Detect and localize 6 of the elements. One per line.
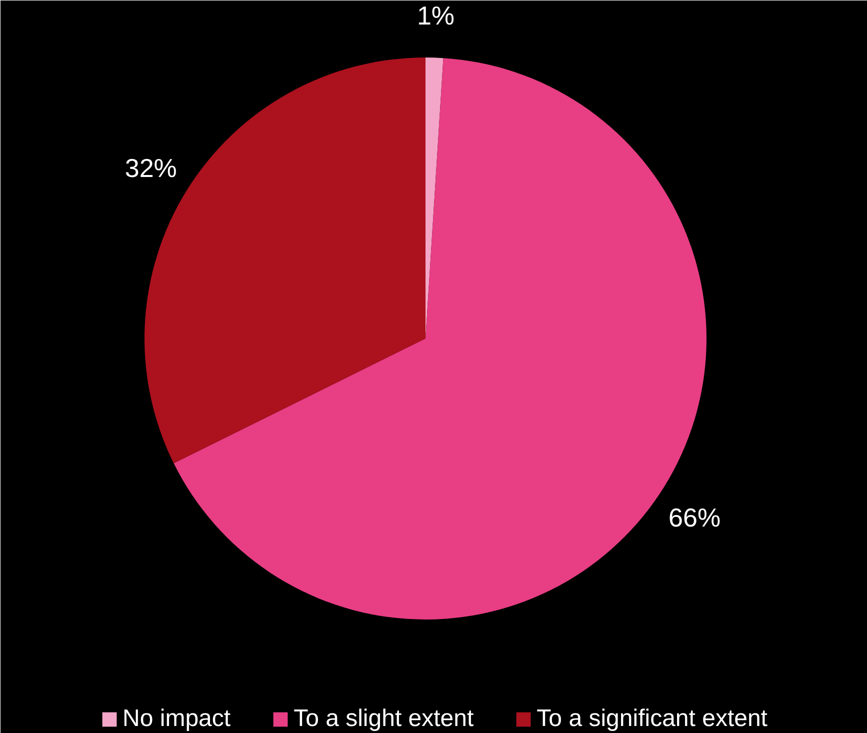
data-label: 66% xyxy=(668,502,721,532)
data-label: 32% xyxy=(124,153,177,184)
legend-label: To a significant extent xyxy=(536,705,768,733)
data-label: 1% xyxy=(416,0,455,31)
legend-label: No impact xyxy=(122,705,231,733)
legend-label: To a slight extent xyxy=(294,705,474,733)
